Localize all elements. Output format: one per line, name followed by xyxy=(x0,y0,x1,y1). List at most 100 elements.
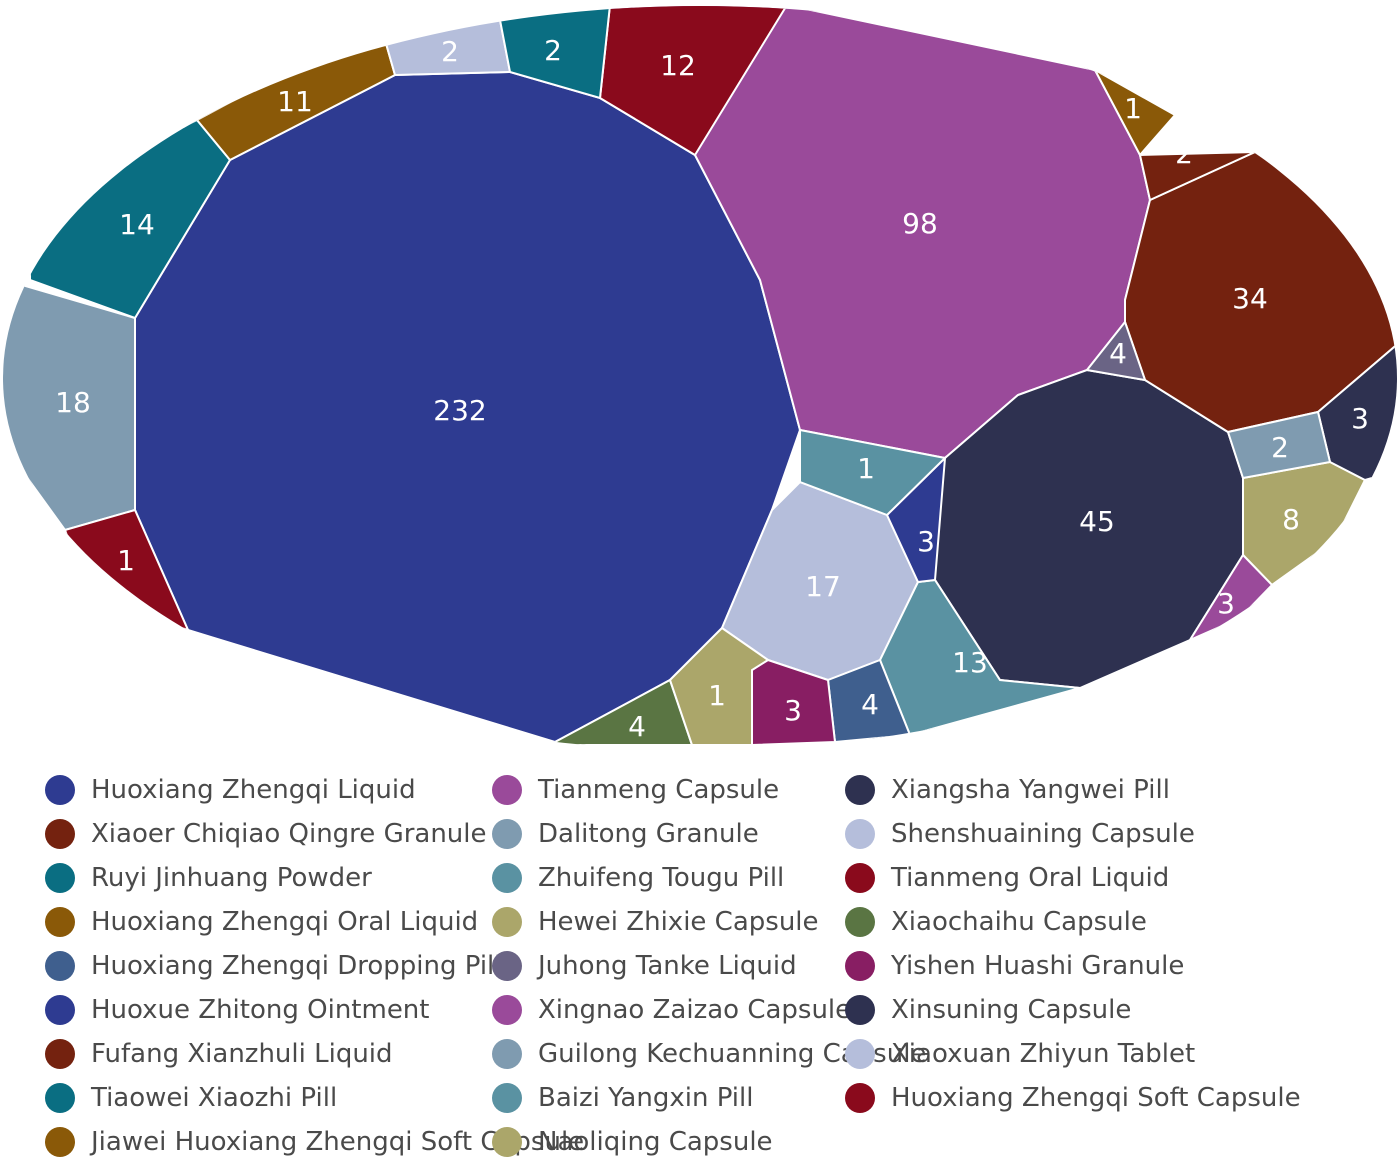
legend-item-tianmeng-oral-liquid: Tianmeng Oral Liquid xyxy=(845,858,1169,898)
cell-juhong-tanke-liquid xyxy=(1085,319,1147,382)
legend-label: Dalitong Granule xyxy=(538,819,759,849)
cell-naoliqing-capsule xyxy=(668,626,770,746)
cell-hewei-zhixie-capsule xyxy=(1242,460,1367,587)
legend-swatch xyxy=(845,995,875,1025)
cell-value-label-naoliqing-capsule: 1 xyxy=(708,679,726,712)
legend-label: Huoxiang Zhengqi Liquid xyxy=(91,775,416,805)
legend-label: Xiaoxuan Zhiyun Tablet xyxy=(891,1039,1196,1069)
legend-label: Yishen Huashi Granule xyxy=(891,951,1185,981)
legend-label: Tiaowei Xiaozhi Pill xyxy=(91,1083,338,1113)
cell-value-label-huoxiang-zhengqi-oral-liquid: 11 xyxy=(277,85,313,118)
legend-item-shenshuaining-capsule: Shenshuaining Capsule xyxy=(845,814,1195,854)
cell-value-label-jiawei-huoxiang-zhengqi-soft-capsule: 1 xyxy=(1124,92,1142,125)
legend-swatch xyxy=(45,1083,75,1113)
legend-label: Juhong Tanke Liquid xyxy=(538,951,797,981)
legend-item-tiaowei-xiaozhi-pill: Tiaowei Xiaozhi Pill xyxy=(45,1078,337,1118)
legend-item-naoliqing-capsule: Naoliqing Capsule xyxy=(492,1122,773,1162)
legend-swatch xyxy=(45,1127,75,1157)
legend-item-tianmeng-capsule: Tianmeng Capsule xyxy=(492,770,779,810)
legend-item-fufang-xianzhuli-liquid: Fufang Xianzhuli Liquid xyxy=(45,1034,393,1074)
cell-jiawei-huoxiang-zhengqi-soft-capsule xyxy=(1092,67,1177,157)
legend-swatch xyxy=(45,995,75,1025)
cell-value-label-xiangsha-yangwei-pill: 45 xyxy=(1079,505,1115,538)
legend-swatch xyxy=(492,1083,522,1113)
legend-item-hewei-zhixie-capsule: Hewei Zhixie Capsule xyxy=(492,902,819,942)
cell-value-label-dalitong-granule: 18 xyxy=(55,386,91,419)
legend-item-juhong-tanke-liquid: Juhong Tanke Liquid xyxy=(492,946,797,986)
legend-swatch xyxy=(492,775,522,805)
legend-item-yishen-huashi-granule: Yishen Huashi Granule xyxy=(845,946,1184,986)
legend-label: Xiaochaihu Capsule xyxy=(891,907,1147,937)
legend-swatch xyxy=(45,907,75,937)
legend-item-huoxiang-zhengqi-liquid: Huoxiang Zhengqi Liquid xyxy=(45,770,416,810)
legend-swatch xyxy=(492,1039,522,1069)
legend-swatch xyxy=(45,863,75,893)
legend-swatch xyxy=(845,775,875,805)
legend-swatch xyxy=(492,1127,522,1157)
legend-swatch xyxy=(45,951,75,981)
legend-swatch xyxy=(45,1039,75,1069)
legend-swatch xyxy=(845,863,875,893)
legend-swatch xyxy=(45,775,75,805)
legend-label: Ruyi Jinhuang Powder xyxy=(91,863,372,893)
cell-value-label-yishen-huashi-granule: 3 xyxy=(784,694,802,727)
cell-value-label-juhong-tanke-liquid: 4 xyxy=(1109,337,1127,370)
legend-item-xiaochaihu-capsule: Xiaochaihu Capsule xyxy=(845,902,1147,942)
legend-item-xiangsha-yangwei-pill: Xiangsha Yangwei Pill xyxy=(845,770,1170,810)
legend-label: Xinsuning Capsule xyxy=(891,995,1132,1025)
cell-value-label-hewei-zhixie-capsule: 8 xyxy=(1282,503,1300,536)
legend-swatch xyxy=(45,819,75,849)
cell-value-label-huoxiang-zhengqi-dropping-pill: 4 xyxy=(861,688,879,721)
cell-value-label-huoxiang-zhengqi-liquid: 232 xyxy=(433,394,486,427)
cell-value-label-xiaoer-chiqiao-qingre-granule: 34 xyxy=(1232,282,1268,315)
legend-swatch xyxy=(845,951,875,981)
legend-swatch xyxy=(845,1083,875,1113)
legend-item-dalitong-granule: Dalitong Granule xyxy=(492,814,759,854)
legend-label: Huoxiang Zhengqi Oral Liquid xyxy=(91,907,479,937)
legend-swatch xyxy=(845,1039,875,1069)
cell-value-label-guilong-kechuanning-capsule: 2 xyxy=(1271,431,1289,464)
cell-value-label-xiaoxuan-zhiyun-tablet: 2 xyxy=(441,35,459,68)
legend-label: Hewei Zhixie Capsule xyxy=(538,907,819,937)
legend-label: Huoxue Zhitong Ointment xyxy=(91,995,430,1025)
legend-label: Fufang Xianzhuli Liquid xyxy=(91,1039,393,1069)
legend-label: Baizi Yangxin Pill xyxy=(538,1083,754,1113)
legend-label: Huoxiang Zhengqi Dropping Pill xyxy=(91,951,502,981)
legend-swatch xyxy=(492,995,522,1025)
legend-item-xinsuning-capsule: Xinsuning Capsule xyxy=(845,990,1131,1030)
legend-label: Huoxiang Zhengqi Soft Capsule xyxy=(891,1083,1301,1113)
cell-baizi-yangxin-pill xyxy=(799,428,948,517)
legend-label: Xiangsha Yangwei Pill xyxy=(891,775,1170,805)
cell-value-label-zhuifeng-tougu-pill: 13 xyxy=(952,646,988,679)
cell-value-label-xingnao-zaizao-capsule: 3 xyxy=(1217,587,1235,620)
legend-label: Tianmeng Oral Liquid xyxy=(891,863,1170,893)
cell-value-label-tiaowei-xiaozhi-pill: 2 xyxy=(544,34,562,67)
cell-value-label-huoxiang-zhengqi-soft-capsule: 1 xyxy=(117,544,135,577)
legend-item-huoxiang-zhengqi-soft-capsule: Huoxiang Zhengqi Soft Capsule xyxy=(845,1078,1301,1118)
legend-item-zhuifeng-tougu-pill: Zhuifeng Tougu Pill xyxy=(492,858,784,898)
legend-item-xiaoer-chiqiao-qingre-granule: Xiaoer Chiqiao Qingre Granule xyxy=(45,814,487,854)
legend-swatch xyxy=(492,863,522,893)
legend-label: Xiaoer Chiqiao Qingre Granule xyxy=(91,819,487,849)
legend-swatch xyxy=(492,951,522,981)
legend-label: Naoliqing Capsule xyxy=(538,1127,773,1157)
legend-item-huoxiang-zhengqi-oral-liquid: Huoxiang Zhengqi Oral Liquid xyxy=(45,902,478,942)
legend-item-xiaoxuan-zhiyun-tablet: Xiaoxuan Zhiyun Tablet xyxy=(845,1034,1195,1074)
cell-value-label-shenshuaining-capsule: 17 xyxy=(805,570,841,603)
legend-item-huoxiang-zhengqi-dropping-pill: Huoxiang Zhengqi Dropping Pill xyxy=(45,946,502,986)
legend-item-xingnao-zaizao-capsule: Xingnao Zaizao Capsule xyxy=(492,990,851,1030)
cell-guilong-kechuanning-capsule xyxy=(1226,410,1332,480)
cell-value-label-baizi-yangxin-pill: 1 xyxy=(857,452,875,485)
legend-label: Xingnao Zaizao Capsule xyxy=(538,995,852,1025)
legend: Huoxiang Zhengqi Liquid Tianmeng Capsule X… xyxy=(0,770,1400,1160)
cell-value-label-tianmeng-oral-liquid: 12 xyxy=(660,49,696,82)
cell-value-label-fufang-xianzhuli-liquid: 2 xyxy=(1175,137,1193,170)
cell-value-label-ruyi-jinhuang-powder: 14 xyxy=(119,208,155,241)
legend-swatch xyxy=(492,819,522,849)
cell-value-label-xiaochaihu-capsule: 4 xyxy=(628,710,646,743)
legend-item-ruyi-jinhuang-powder: Ruyi Jinhuang Powder xyxy=(45,858,372,898)
cell-value-label-xinsuning-capsule: 3 xyxy=(1351,402,1369,435)
cell-value-label-tianmeng-capsule: 98 xyxy=(902,207,938,240)
cell-value-label-huoxue-zhitong-ointment: 3 xyxy=(917,525,935,558)
legend-item-huoxue-zhitong-ointment: Huoxue Zhitong Ointment xyxy=(45,990,429,1030)
